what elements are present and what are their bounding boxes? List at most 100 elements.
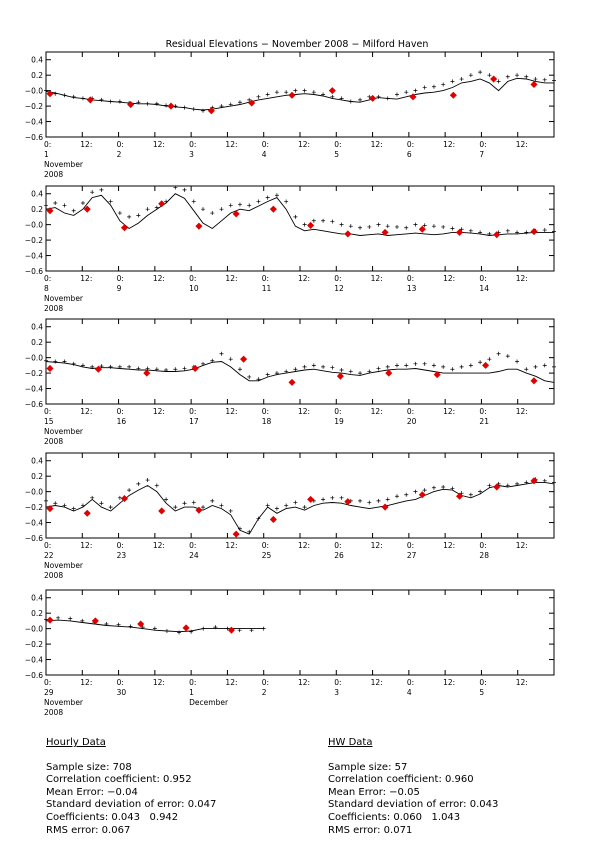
observed-point xyxy=(201,626,206,631)
hw-point xyxy=(530,477,538,485)
observed-point xyxy=(182,501,187,506)
observed-point xyxy=(505,483,510,488)
x-tick-label: 12: xyxy=(443,541,455,550)
x-tick-label: 5 xyxy=(479,688,484,697)
y-tick-label: 0.2 xyxy=(31,338,43,347)
hw-point xyxy=(336,372,344,380)
observed-point xyxy=(237,628,242,633)
x-tick-label: 1 xyxy=(44,150,49,159)
observed-point xyxy=(53,91,58,96)
y-tick-label: −0.6 xyxy=(25,267,43,276)
observed-point xyxy=(136,100,141,105)
observed-point xyxy=(256,199,261,204)
hw-point xyxy=(369,94,377,102)
x-tick-label: 21 xyxy=(479,417,489,426)
observed-point xyxy=(237,100,242,105)
hw-point xyxy=(490,75,498,83)
x-tick-label: 0: xyxy=(479,407,486,416)
x-tick-label: 12: xyxy=(153,274,165,283)
observed-point xyxy=(524,480,529,485)
observed-point xyxy=(293,214,298,219)
y-tick-label: 0.4 xyxy=(31,190,43,199)
y-tick-label: −0.6 xyxy=(25,671,43,680)
y-tick-label: −0.6 xyxy=(25,534,43,543)
observed-point xyxy=(99,364,104,369)
y-tick-label: −0.4 xyxy=(25,519,43,528)
observed-point xyxy=(108,364,113,369)
observed-point xyxy=(293,367,298,372)
x-tick-label: 8 xyxy=(44,284,49,293)
observed-point xyxy=(358,498,363,503)
observed-point xyxy=(459,491,464,496)
hw-point xyxy=(83,509,91,517)
x-tick-label: 2008 xyxy=(44,304,63,313)
observed-point xyxy=(71,94,76,99)
hw-point xyxy=(248,99,256,107)
hw-point xyxy=(269,515,277,523)
observed-point xyxy=(330,94,335,99)
x-tick-label: 0: xyxy=(334,274,341,283)
observed-point xyxy=(376,366,381,371)
observed-point xyxy=(505,354,510,359)
observed-point xyxy=(505,74,510,79)
observed-point xyxy=(237,526,242,531)
hw-point xyxy=(86,96,94,104)
hw-point xyxy=(269,205,277,213)
x-tick-label: 12: xyxy=(443,407,455,416)
x-tick-label: 0: xyxy=(407,274,414,283)
observed-point xyxy=(44,498,48,503)
x-tick-label: 0: xyxy=(44,541,51,550)
observed-point xyxy=(265,503,270,508)
observed-point xyxy=(450,79,455,84)
x-tick-label: 12: xyxy=(298,274,310,283)
x-tick-label: 16 xyxy=(117,417,127,426)
observed-point xyxy=(542,228,547,233)
x-tick-label: 12: xyxy=(80,140,92,149)
hw-point xyxy=(328,87,336,95)
x-tick-label: 0: xyxy=(479,678,486,687)
observed-point xyxy=(191,500,196,505)
x-tick-label: 0: xyxy=(479,140,486,149)
y-tick-label: −0.2 xyxy=(25,369,43,378)
panel-4: 0.40.2−0.0−0.2−0.4−0.60:22November200812… xyxy=(25,452,556,580)
model-series-line xyxy=(45,193,554,236)
x-tick-label: 0: xyxy=(189,140,196,149)
x-tick-label: 20 xyxy=(407,417,417,426)
y-tick-label: −0.2 xyxy=(25,236,43,245)
observed-point xyxy=(394,224,399,229)
x-tick-label: 12: xyxy=(443,678,455,687)
y-tick-label: −0.2 xyxy=(25,640,43,649)
observed-point xyxy=(177,630,182,635)
x-tick-label: November xyxy=(44,427,84,436)
y-tick-label: −0.0 xyxy=(25,625,43,634)
hw-stats-header: HW Data xyxy=(328,737,373,748)
y-tick-label: −0.4 xyxy=(25,656,43,665)
observed-point xyxy=(431,224,436,229)
observed-point xyxy=(154,483,159,488)
x-tick-label: 0: xyxy=(479,541,486,550)
observed-point xyxy=(145,478,150,483)
observed-point xyxy=(219,104,224,109)
x-tick-label: 0: xyxy=(262,678,269,687)
panel-1: 0.40.2−0.0−0.2−0.4−0.60:1November200812:… xyxy=(25,51,556,179)
x-tick-label: 12: xyxy=(443,274,455,283)
observed-point xyxy=(116,622,121,627)
observed-point xyxy=(524,230,529,235)
observed-point xyxy=(237,202,242,207)
observed-point xyxy=(56,615,61,620)
observed-point xyxy=(117,211,122,216)
observed-point xyxy=(201,108,206,113)
hw-point xyxy=(120,495,128,503)
y-tick-label: 0.4 xyxy=(31,457,43,466)
observed-point xyxy=(385,364,390,369)
x-tick-label: 29 xyxy=(44,688,54,697)
x-tick-label: 0: xyxy=(407,678,414,687)
observed-point xyxy=(487,73,492,78)
observed-point xyxy=(358,225,363,230)
x-tick-label: 0: xyxy=(407,407,414,416)
observed-point xyxy=(201,207,206,212)
hw-point xyxy=(158,200,166,208)
observed-point xyxy=(394,363,399,368)
x-tick-label: 0: xyxy=(334,541,341,550)
observed-point xyxy=(265,195,270,200)
